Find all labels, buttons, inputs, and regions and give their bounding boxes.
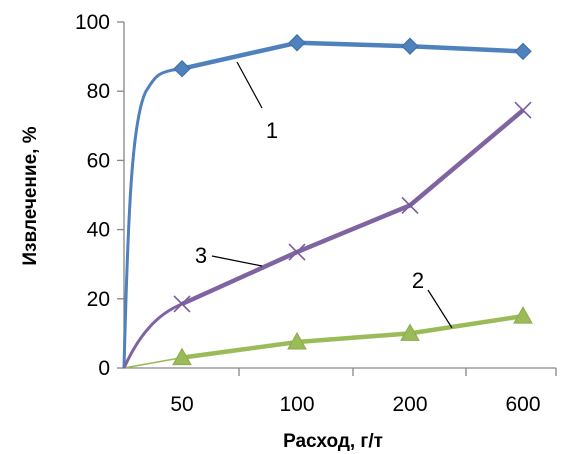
series-2-line (181, 313, 524, 360)
annotation-leader-line (236, 61, 263, 109)
x-tick-label: 50 (170, 393, 193, 416)
series-1-line (181, 40, 524, 71)
series-3-point (514, 101, 532, 119)
series-group (122, 34, 533, 369)
y-axis-title: Извлечение, % (20, 126, 41, 265)
series-2-point (513, 306, 533, 324)
x-axis-title: Расход, г/т (283, 431, 383, 452)
x-tick-label: 100 (279, 393, 314, 416)
y-tick-label: 40 (87, 219, 110, 242)
series-1-origin-segment (122, 67, 183, 369)
y-tick-label: 0 (98, 357, 110, 380)
axes (117, 21, 557, 376)
x-tick-label: 200 (392, 393, 427, 416)
series-2-origin-segment (123, 356, 183, 369)
annotation-leader-line (211, 255, 263, 267)
series-1 (122, 34, 532, 369)
series-2 (123, 306, 533, 369)
series-annotation-label: 2 (412, 268, 424, 293)
series-2-point (172, 347, 192, 366)
series-1-point (401, 37, 419, 55)
y-tick-label: 80 (87, 80, 110, 103)
series-annotation-label: 1 (266, 118, 278, 143)
y-tick-label: 100 (75, 11, 110, 34)
series-3-point (173, 295, 191, 313)
series-annotations: 1 2 3 (195, 61, 453, 329)
x-tick-label: 600 (505, 393, 540, 416)
series-annotation-label: 3 (195, 243, 207, 268)
series-1-point (514, 42, 532, 61)
x-tick-labels: 50 100 200 600 (170, 393, 540, 416)
series-3-point (288, 243, 306, 261)
y-tick-label: 20 (87, 288, 110, 311)
series-1-point (288, 34, 306, 52)
y-tick-label: 60 (87, 149, 110, 172)
series-3-line (181, 108, 525, 307)
series-3 (122, 101, 532, 369)
annotation-leader-line (427, 289, 453, 329)
series-3-point (401, 196, 419, 214)
series-1-point (173, 60, 191, 78)
series-2-point (287, 332, 307, 350)
series-3-origin-segment (122, 302, 183, 369)
y-tick-labels: 0 20 40 60 80 100 (75, 11, 110, 380)
series-2-point (400, 323, 420, 341)
